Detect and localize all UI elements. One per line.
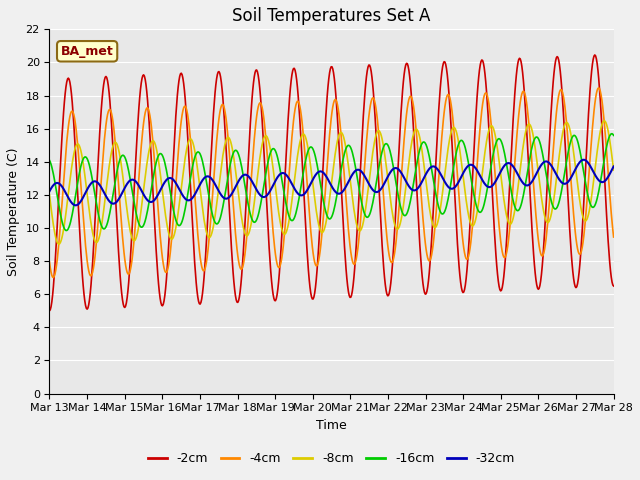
- Legend: -2cm, -4cm, -8cm, -16cm, -32cm: -2cm, -4cm, -8cm, -16cm, -32cm: [143, 447, 520, 470]
- X-axis label: Time: Time: [316, 419, 347, 432]
- Text: BA_met: BA_met: [61, 45, 113, 58]
- Y-axis label: Soil Temperature (C): Soil Temperature (C): [7, 147, 20, 276]
- Title: Soil Temperatures Set A: Soil Temperatures Set A: [232, 7, 431, 25]
